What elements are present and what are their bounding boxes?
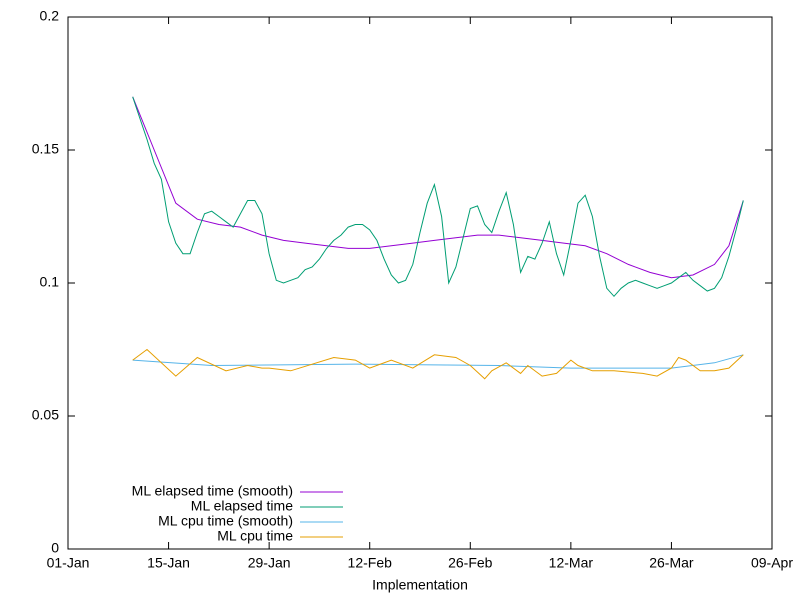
x-tick-label: 12-Feb [348, 555, 393, 571]
x-tick-label: 09-Apr [751, 555, 793, 571]
y-tick-label: 0.15 [32, 141, 59, 157]
series-line [132, 96, 744, 298]
legend-label: ML cpu time [217, 528, 293, 544]
x-tick-label: 12-Mar [549, 555, 594, 571]
x-axis-label: Implementation [372, 577, 468, 593]
y-tick-label: 0.2 [40, 8, 60, 24]
series-line [132, 96, 744, 279]
legend-label: ML elapsed time [191, 498, 293, 514]
x-tick-label: 29-Jan [248, 555, 291, 571]
legend-label: ML cpu time (smooth) [158, 513, 293, 529]
y-tick-label: 0.05 [32, 407, 59, 423]
x-tick-label: 01-Jan [47, 555, 90, 571]
plot-frame [67, 16, 773, 550]
y-tick-label: 0 [51, 540, 59, 556]
x-tick-label: 15-Jan [147, 555, 190, 571]
series-line [132, 348, 744, 380]
y-tick-label: 0.1 [40, 274, 60, 290]
x-tick-label: 26-Mar [649, 555, 694, 571]
legend-label: ML elapsed time (smooth) [132, 483, 293, 499]
x-tick-label: 26-Feb [448, 555, 493, 571]
series-line [132, 354, 744, 369]
